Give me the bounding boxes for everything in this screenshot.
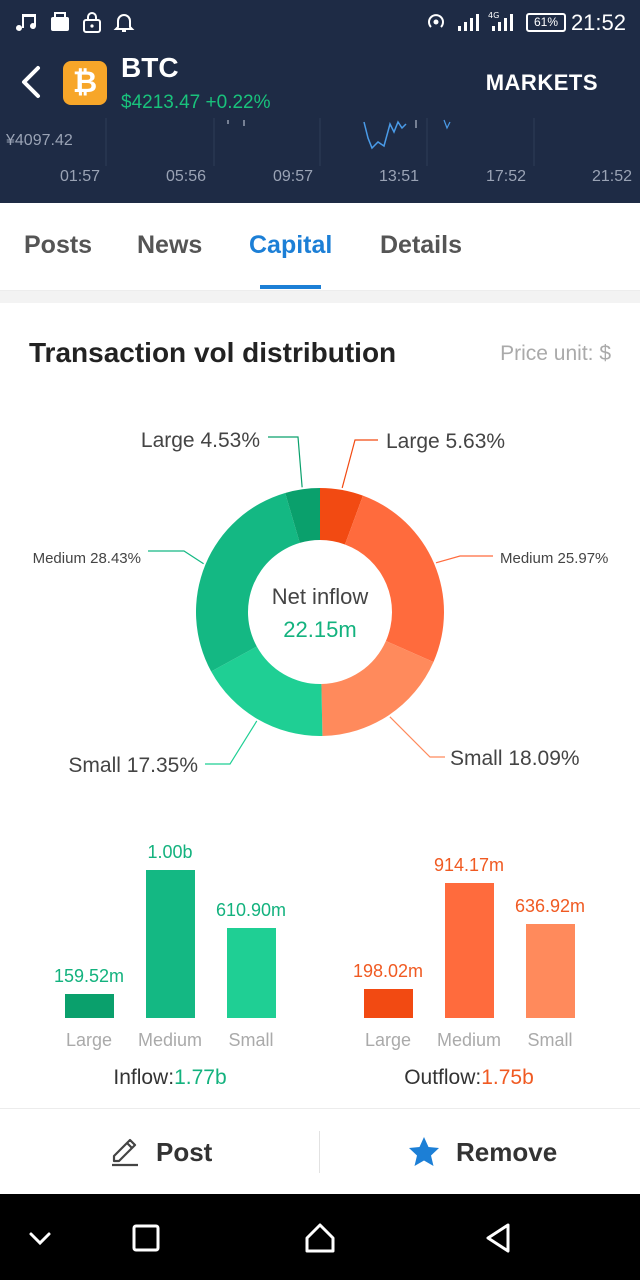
donut-slice-medium	[196, 492, 300, 672]
remove-label: Remove	[456, 1136, 558, 1167]
active-tab-indicator	[260, 285, 321, 289]
outflow-category-label: Large	[364, 1030, 412, 1050]
outflow-bar-value: 636.92m	[514, 895, 586, 916]
tab-news[interactable]: News	[137, 231, 203, 259]
remove-button[interactable]: Remove	[406, 1109, 557, 1195]
time-tick: 05:56	[165, 168, 207, 185]
inflow-bar-medium	[145, 870, 195, 1018]
back-icon[interactable]	[480, 1220, 516, 1256]
status-bar: 4G 61% 21:52	[0, 0, 640, 46]
signal-4g-icon: 4G	[488, 11, 513, 31]
battery-icon: 61%	[526, 13, 566, 32]
coin-name: BTC	[121, 52, 179, 83]
distribution-donut-chart: Large 5.63% Medium 25.97% Small 18.09% Smal…	[33, 429, 609, 777]
app-icon	[51, 12, 69, 31]
coin-header: ₿ BTC $4213.47 +0.22% MARKETS	[0, 48, 640, 118]
markets-button[interactable]: MARKETS	[485, 70, 598, 95]
time-tick: 09:57	[272, 168, 314, 185]
time-tick: 21:52	[591, 168, 633, 185]
home-icon[interactable]	[302, 1220, 338, 1256]
outflow-bar-value: 914.17m	[433, 854, 505, 875]
action-bar: Post Remove	[0, 1108, 640, 1194]
header-bar: 4G 61% 21:52 ₿ BTC $4213.47 +0.22% MARKE…	[0, 0, 640, 203]
mini-price-chart: ¥4097.42 01:57 05:56 09:57 13:51 17:52 2…	[0, 118, 640, 203]
net-inflow-label: Net inflow	[271, 584, 369, 609]
slice-label: Medium 28.43%	[33, 550, 141, 567]
donut-slice-large	[320, 488, 363, 545]
time-tick: 01:57	[59, 168, 101, 185]
inflow-bar-value: 610.90m	[215, 899, 287, 920]
outflow-category-label: Small	[527, 1030, 573, 1050]
lock-icon	[83, 12, 101, 33]
inflow-bar-value: 1.00b	[147, 842, 193, 862]
bell-icon	[113, 14, 135, 32]
inflow-total-value: 1.77b	[174, 1066, 227, 1089]
mini-chart-lines	[105, 118, 535, 166]
inflow-category-label: Small	[228, 1030, 274, 1050]
inflow-bar-small	[226, 927, 276, 1018]
slice-label: Large 4.53%	[141, 429, 260, 452]
donut-slice-small	[321, 641, 434, 736]
mini-chart-price-label: ¥4097.42	[6, 132, 73, 149]
slice-label: Small 17.35%	[68, 754, 198, 777]
outflow-bar-medium	[444, 882, 494, 1018]
section-divider	[0, 291, 640, 303]
svg-text:4G: 4G	[488, 11, 499, 20]
post-label: Post	[156, 1136, 213, 1167]
mini-chart-time-axis: 01:57 05:56 09:57 13:51 17:52 21:52	[0, 168, 640, 192]
outflow-total-value: 1.75b	[481, 1066, 534, 1089]
time-tick: 13:51	[378, 168, 420, 185]
inflow-bar-large	[64, 994, 114, 1018]
signal-icon	[458, 14, 479, 31]
leader-line	[389, 716, 445, 758]
post-button[interactable]: Post	[108, 1109, 212, 1195]
tab-bar: Posts News Capital Details	[0, 203, 640, 291]
system-nav-bar	[0, 1194, 640, 1280]
net-inflow-value: 22.15m	[283, 617, 357, 642]
outflow-bar-value: 198.02m	[352, 960, 424, 981]
inflow-total-label: Inflow:	[113, 1066, 175, 1089]
slice-label: Medium 25.97%	[500, 550, 608, 567]
chevron-down-icon[interactable]	[22, 1220, 58, 1256]
status-time: 21:52	[570, 10, 626, 35]
outflow-total: Outflow:1.75b	[404, 1066, 534, 1090]
music-icon	[16, 14, 37, 31]
star-icon	[409, 1137, 439, 1166]
back-arrow-icon[interactable]	[14, 62, 48, 102]
inflow-bar-value: 159.52m	[53, 966, 125, 987]
inflow-total: Inflow:1.77b	[113, 1066, 226, 1090]
tab-posts[interactable]: Posts	[24, 231, 93, 259]
pencil-icon	[112, 1138, 138, 1167]
donut-slice-small	[211, 646, 323, 736]
bitcoin-logo-icon: ₿	[63, 61, 107, 105]
coin-price: $4213.47 +0.22%	[121, 92, 271, 113]
donut-slice-medium	[344, 495, 444, 662]
hotspot-icon	[428, 14, 444, 28]
leader-line	[268, 436, 303, 488]
action-divider	[319, 1131, 320, 1173]
time-tick: 17:52	[485, 168, 527, 185]
leader-line	[435, 555, 493, 564]
inflow-outflow-bar-charts: 159.52m Large 1.00b Medium 610.90m Small Inflo…	[0, 820, 640, 1100]
tab-details[interactable]: Details	[380, 231, 462, 259]
leader-line	[341, 439, 378, 489]
inflow-category-label: Medium	[137, 1030, 203, 1050]
slice-label: Small 18.09%	[450, 747, 580, 770]
recents-icon[interactable]	[128, 1220, 164, 1256]
section-title: Transaction vol distribution	[29, 337, 397, 368]
slice-label: Large 5.63%	[386, 430, 505, 453]
outflow-category-label: Medium	[436, 1030, 502, 1050]
outflow-bar-small	[525, 923, 575, 1018]
price-unit-label: Price unit: $	[500, 342, 611, 365]
inflow-category-label: Large	[65, 1030, 113, 1050]
tab-capital[interactable]: Capital	[249, 231, 333, 259]
donut-slice-large	[285, 488, 320, 543]
outflow-total-label: Outflow:	[404, 1066, 482, 1089]
leader-line	[205, 720, 258, 765]
leader-line	[148, 550, 204, 565]
outflow-bar-large	[363, 988, 413, 1018]
